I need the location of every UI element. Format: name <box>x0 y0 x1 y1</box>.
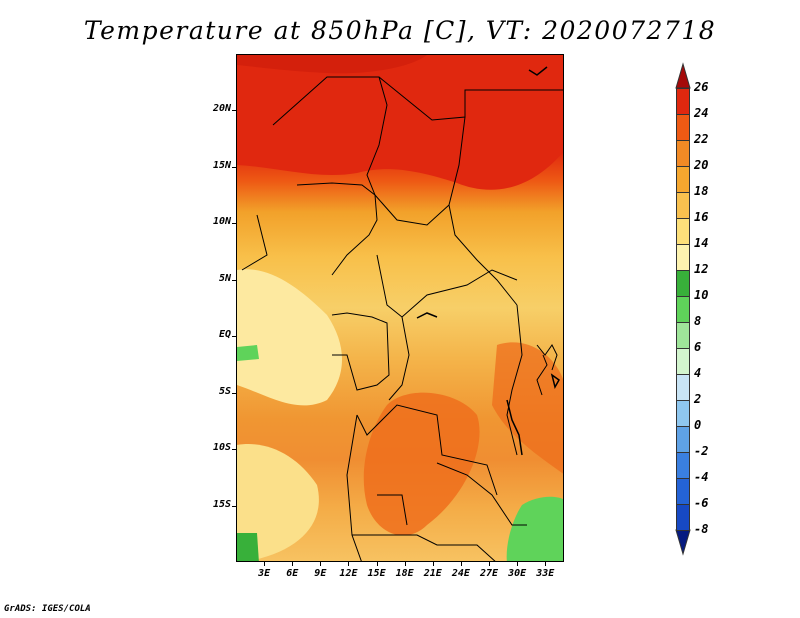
colorbar-level-label: 24 <box>694 106 709 120</box>
colorbar-level-label: 12 <box>694 262 709 276</box>
green-patch-coast <box>237 345 259 361</box>
cool-region-southwest <box>237 444 319 561</box>
colorbar-level-label: -8 <box>694 522 709 536</box>
lon-tick-label: 21E <box>423 568 442 579</box>
lon-tick-label: 15E <box>367 568 386 579</box>
lat-tick-mark <box>232 110 236 112</box>
colorbar-segment <box>676 348 690 375</box>
colorbar-level-label: 2 <box>694 392 702 406</box>
colorbar-bottom-arrow <box>675 529 691 556</box>
lon-tick-mark <box>432 562 434 566</box>
colorbar-top-arrow <box>675 62 691 89</box>
colorbar-segment <box>676 140 690 167</box>
lon-tick-label: 3E <box>258 568 271 579</box>
lon-tick-label: 12E <box>339 568 358 579</box>
lakes <box>416 66 560 456</box>
lat-tick-mark <box>232 392 236 394</box>
colorbar-segment <box>676 322 690 349</box>
lon-tick-mark <box>264 562 266 566</box>
cool-region-west <box>237 269 342 406</box>
footer-credit: GrADS: IGES/COLA <box>4 604 91 614</box>
warm-region-east <box>492 342 563 474</box>
colorbar-level-label: 22 <box>694 132 709 146</box>
colorbar-level-label: 14 <box>694 236 709 250</box>
colorbar-segment <box>676 426 690 453</box>
green-patch-southeast <box>506 496 563 561</box>
colorbar-level-label: -6 <box>694 496 709 510</box>
lon-tick-mark <box>489 562 491 566</box>
lon-tick-mark <box>320 562 322 566</box>
colorbar-level-label: 26 <box>694 80 709 94</box>
lat-tick-mark <box>232 336 236 338</box>
colorbar-segment <box>676 270 690 297</box>
lat-tick-mark <box>232 449 236 451</box>
lon-tick-mark <box>517 562 519 566</box>
colorbar-level-label: 8 <box>694 314 702 328</box>
lon-tick-label: 24E <box>451 568 470 579</box>
lat-tick-label: 5S <box>218 385 231 397</box>
colorbar-segment <box>676 114 690 141</box>
colorbar-level-label: 6 <box>694 340 702 354</box>
colorbar-level-label: 18 <box>694 184 709 198</box>
colorbar-level-label: 16 <box>694 210 709 224</box>
colorbar-level-label: 0 <box>694 418 702 432</box>
colorbar-segment <box>676 88 690 115</box>
lat-tick-label: 15N <box>212 159 231 171</box>
green-patch-southwest <box>237 533 259 561</box>
lon-tick-mark <box>404 562 406 566</box>
warm-region-central <box>363 392 480 536</box>
lon-tick-label: 30E <box>508 568 527 579</box>
lon-tick-mark <box>292 562 294 566</box>
colorbar-segment <box>676 192 690 219</box>
lat-tick-label: 5N <box>218 272 231 284</box>
lon-tick-label: 9E <box>314 568 327 579</box>
lat-tick-mark <box>232 166 236 168</box>
map-title: Temperature at 850hPa [C], VT: 202007271… <box>83 16 717 45</box>
colorbar-level-label: 4 <box>694 366 702 380</box>
lat-tick-label: 10N <box>212 216 231 228</box>
colorbar-level-label: -2 <box>694 444 709 458</box>
map-overlay <box>237 55 563 561</box>
colorbar-segment <box>676 218 690 245</box>
lat-tick-mark <box>232 223 236 225</box>
colorbar-segment <box>676 504 690 531</box>
colorbar-segment <box>676 478 690 505</box>
very-hot-patch <box>237 55 427 74</box>
lat-tick-label: 20N <box>212 103 231 115</box>
lat-tick-mark <box>232 505 236 507</box>
lon-tick-label: 33E <box>536 568 555 579</box>
temperature-map <box>236 54 564 562</box>
colorbar-level-label: -4 <box>694 470 709 484</box>
colorbar-segment <box>676 166 690 193</box>
lon-tick-label: 6E <box>286 568 299 579</box>
lat-tick-label: 10S <box>212 442 231 454</box>
lon-tick-mark <box>376 562 378 566</box>
colorbar-segment <box>676 400 690 427</box>
hot-region-north <box>237 55 563 190</box>
lon-tick-mark <box>348 562 350 566</box>
colorbar-segment <box>676 244 690 271</box>
lon-tick-mark <box>460 562 462 566</box>
lon-tick-label: 27E <box>479 568 499 579</box>
colorbar-segment <box>676 296 690 323</box>
colorbar-segment <box>676 452 690 479</box>
colorbar-level-label: 10 <box>694 288 709 302</box>
lat-tick-label: 15S <box>212 498 231 510</box>
colorbar-segment <box>676 374 690 401</box>
colorbar-level-label: 20 <box>694 158 709 172</box>
lon-tick-label: 18E <box>395 568 414 579</box>
lon-tick-mark <box>545 562 547 566</box>
lat-tick-label: EQ <box>218 329 231 341</box>
country-borders <box>241 76 563 561</box>
lat-tick-mark <box>232 279 236 281</box>
